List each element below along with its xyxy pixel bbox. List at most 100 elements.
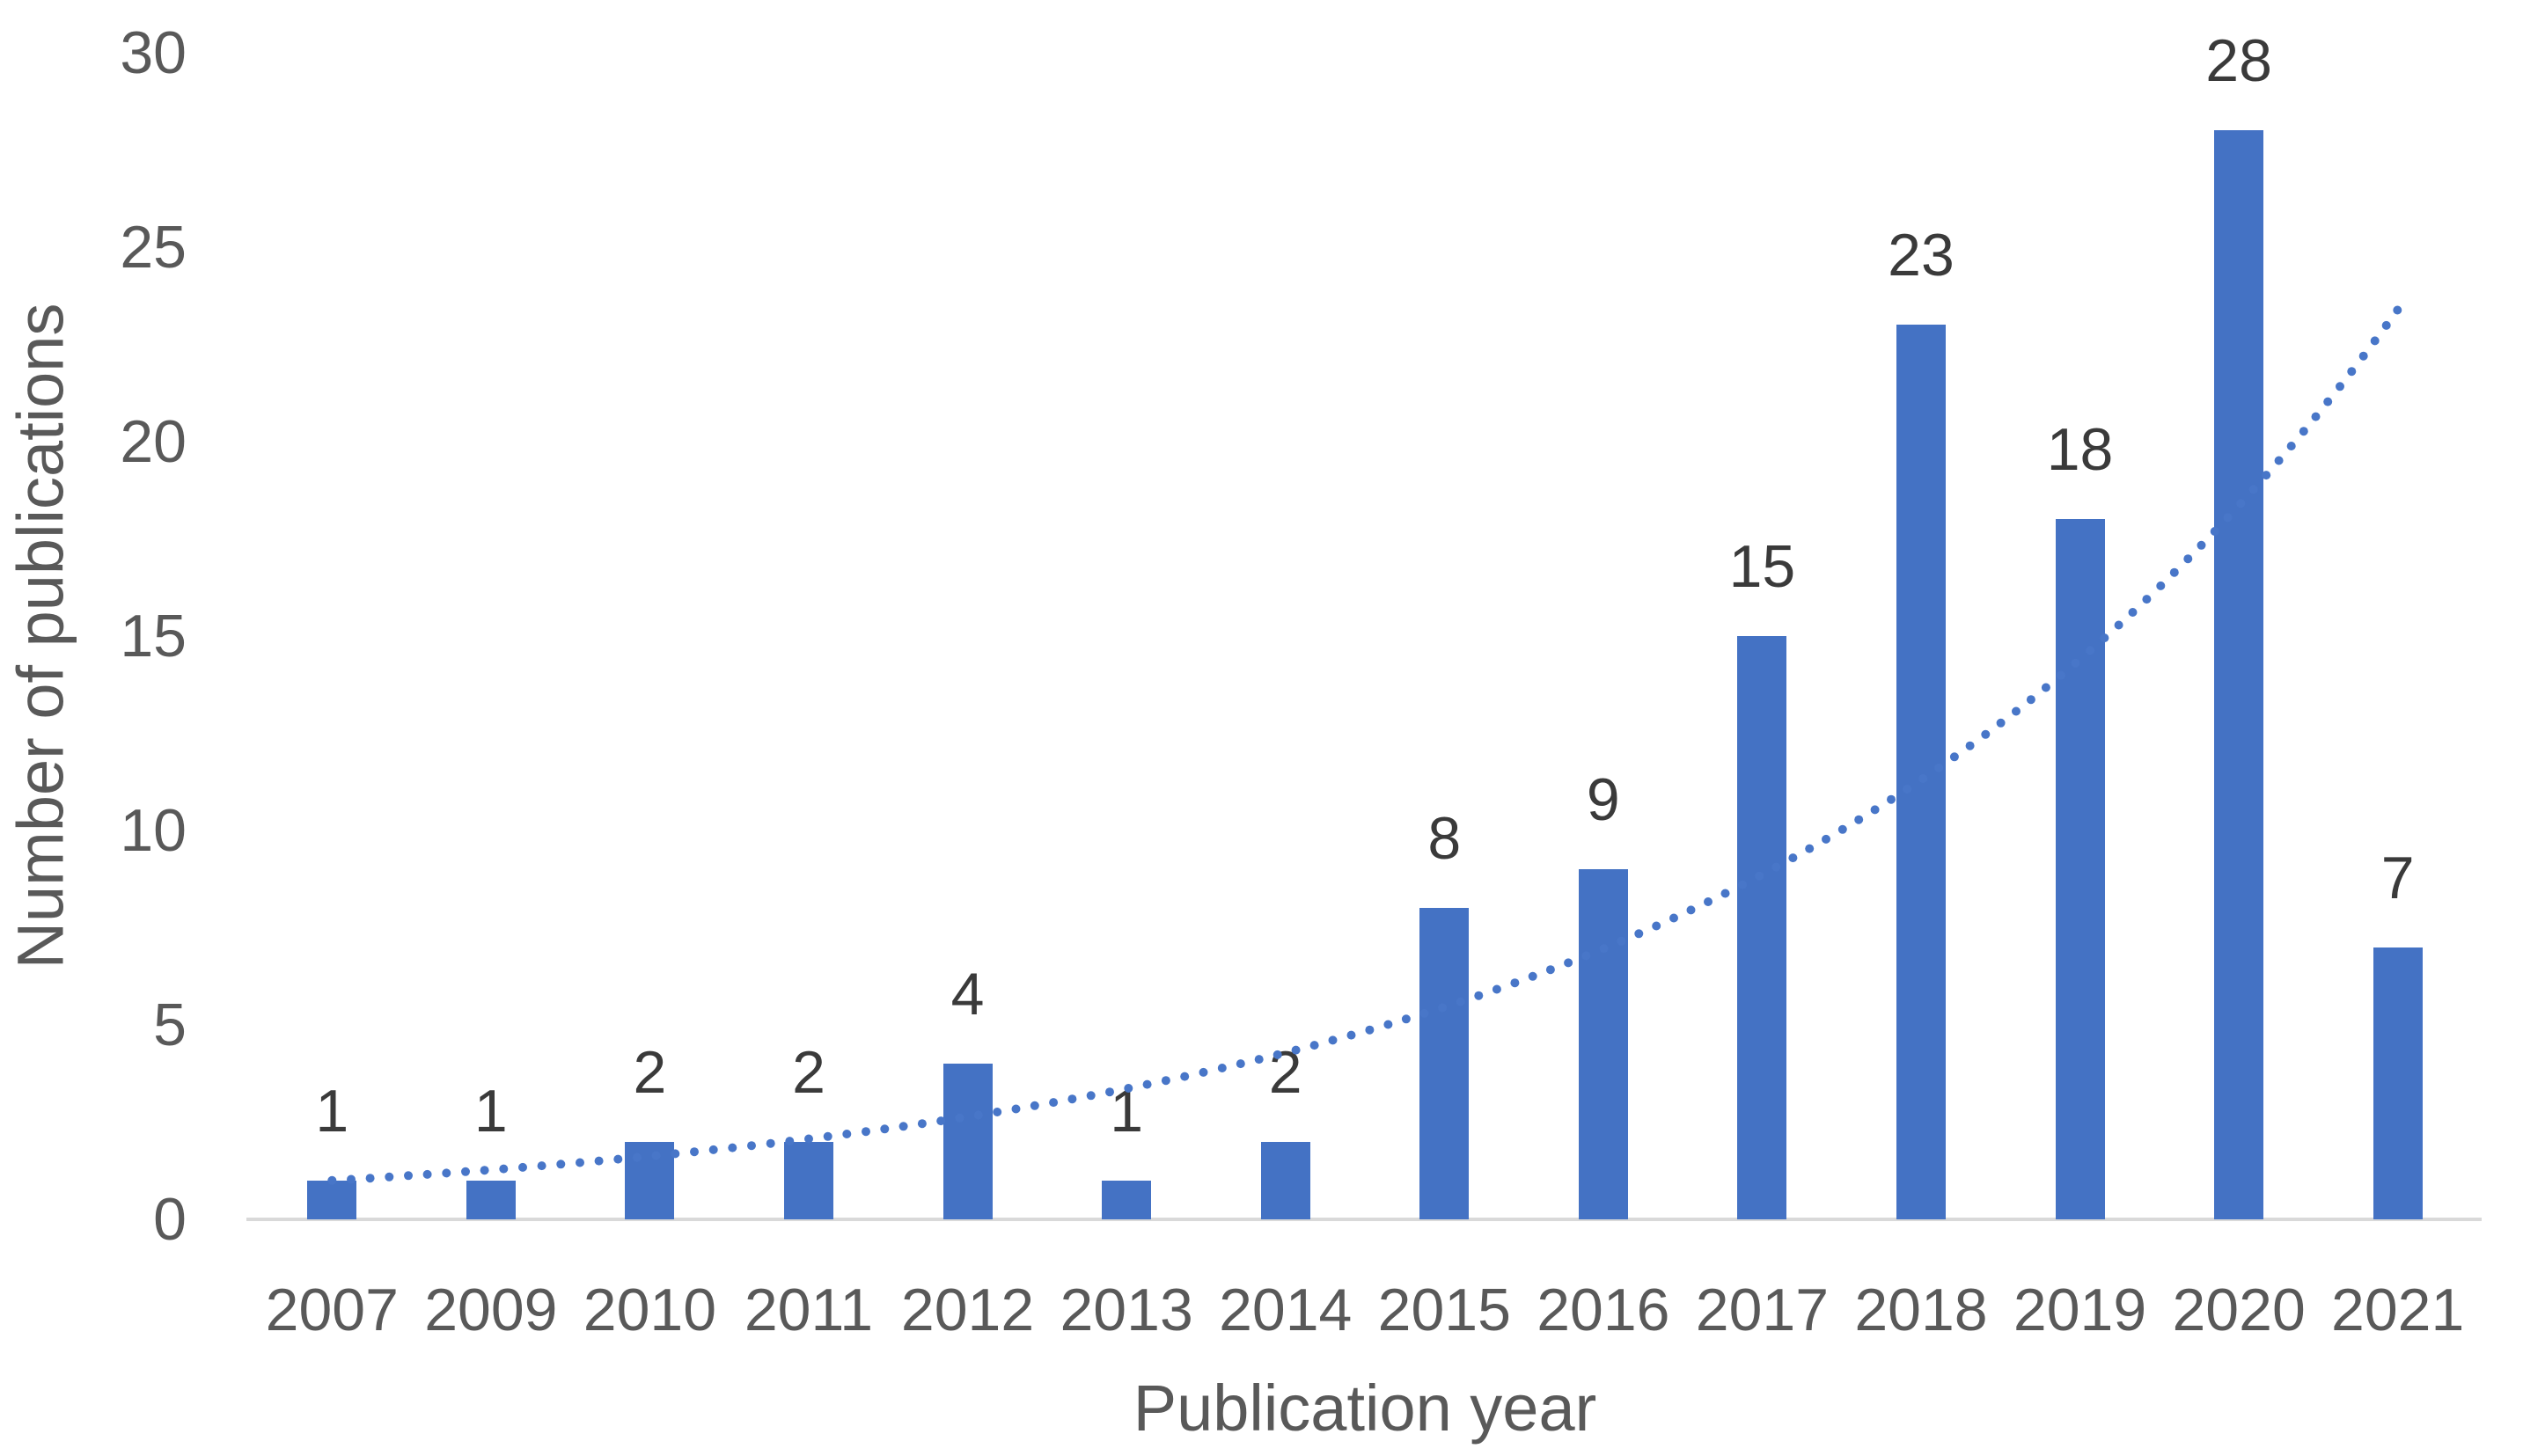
trendline-dot bbox=[2210, 527, 2219, 536]
trendline-dot bbox=[576, 1158, 584, 1167]
trendline-dot bbox=[862, 1127, 870, 1137]
trendline-dot bbox=[1996, 718, 2006, 728]
trendline-dot bbox=[1510, 978, 1520, 988]
trendline-dot bbox=[708, 1145, 718, 1154]
bar-value-label: 28 bbox=[2205, 27, 2272, 95]
trendline-dot bbox=[1581, 951, 1591, 961]
trendline-dot bbox=[327, 1175, 337, 1185]
trendline-dot bbox=[594, 1156, 604, 1166]
bar-2014 bbox=[1260, 1141, 1310, 1219]
bar-2017 bbox=[1737, 636, 1787, 1219]
trendline-dot bbox=[2012, 706, 2021, 716]
trendline-dot bbox=[2311, 412, 2321, 421]
trendline-dot bbox=[1634, 929, 1644, 939]
bar-2020 bbox=[2214, 130, 2264, 1219]
bar-2007 bbox=[307, 1180, 357, 1219]
trendline-dot bbox=[1401, 1014, 1411, 1024]
trendline-dot bbox=[1788, 853, 1798, 863]
trendline-dot bbox=[2183, 554, 2193, 564]
y-axis-tick-label: 5 bbox=[153, 991, 187, 1058]
y-axis-tick-label: 20 bbox=[120, 408, 187, 475]
trendline-dot bbox=[1771, 862, 1781, 872]
trendline-dot bbox=[1903, 785, 1912, 794]
trendline-dot bbox=[461, 1167, 470, 1176]
bar-value-label: 23 bbox=[1888, 222, 1955, 289]
trendline-dot bbox=[385, 1172, 394, 1182]
trendline-dot bbox=[2358, 351, 2368, 361]
trendline-dot bbox=[1124, 1084, 1133, 1093]
bar-2021 bbox=[2373, 947, 2423, 1219]
trendline-dot bbox=[1419, 1008, 1429, 1018]
y-axis-tick-label: 10 bbox=[120, 797, 187, 864]
bar-2009 bbox=[466, 1180, 516, 1219]
trendline-dot bbox=[1474, 991, 1484, 1000]
x-axis-tick-label: 2007 bbox=[265, 1277, 399, 1343]
trendline-dot bbox=[823, 1131, 832, 1141]
trendline-dot bbox=[1272, 1050, 1282, 1059]
bar-value-label: 15 bbox=[1728, 533, 1796, 600]
x-axis-tick-label: 2018 bbox=[1854, 1277, 1988, 1343]
bar-value-label: 9 bbox=[1586, 766, 1620, 834]
trendline-dot bbox=[1669, 913, 1678, 923]
trendline-dot bbox=[2128, 608, 2138, 617]
trendline-dot bbox=[2262, 471, 2271, 480]
bar-value-label: 4 bbox=[950, 961, 985, 1028]
bar-2010 bbox=[625, 1141, 675, 1219]
bar-value-label: 8 bbox=[1427, 805, 1462, 873]
x-axis-title: Publication year bbox=[1133, 1372, 1597, 1445]
trendline-dot bbox=[1617, 936, 1626, 946]
x-axis-tick-label: 2011 bbox=[744, 1277, 874, 1343]
trendline-dot bbox=[766, 1138, 775, 1148]
x-axis-tick-label: 2014 bbox=[1219, 1277, 1353, 1343]
trendline-dot bbox=[537, 1161, 546, 1171]
trendline-dot bbox=[1949, 752, 1959, 762]
trendline-dot bbox=[1837, 824, 1847, 834]
trendline-dot bbox=[1918, 774, 1928, 783]
trendline-dot bbox=[518, 1162, 527, 1172]
trendline-dot bbox=[936, 1116, 946, 1126]
x-axis-tick-label: 2015 bbox=[1377, 1277, 1511, 1343]
trendline-dot bbox=[1686, 905, 1696, 915]
trendline-dot bbox=[2286, 442, 2296, 450]
trendline-dot bbox=[633, 1152, 642, 1162]
trendline-dot bbox=[2347, 367, 2357, 377]
trendline-dot bbox=[1236, 1059, 1245, 1069]
trendline-dot bbox=[898, 1122, 908, 1131]
trendline-dot bbox=[1067, 1094, 1077, 1104]
trendline-dot bbox=[1887, 794, 1896, 804]
bar-2012 bbox=[942, 1064, 993, 1219]
trendline-dot bbox=[1870, 805, 1880, 815]
trendline-dot bbox=[1346, 1030, 1356, 1040]
trendline-dot bbox=[2336, 382, 2344, 391]
y-axis-tick-label: 0 bbox=[153, 1186, 187, 1253]
trendline-dot bbox=[1328, 1035, 1338, 1045]
x-axis-tick-label: 2013 bbox=[1060, 1277, 1193, 1343]
trendline-dot bbox=[1545, 965, 1555, 975]
trendline-dot bbox=[1086, 1091, 1096, 1101]
trendline-dot bbox=[2370, 336, 2380, 346]
trendline-dot bbox=[1720, 889, 1730, 898]
trendline-dot bbox=[1383, 1020, 1393, 1029]
bar-value-label: 2 bbox=[633, 1038, 667, 1106]
trendline-dot bbox=[2041, 683, 2050, 692]
x-axis-tick-label: 2012 bbox=[900, 1277, 1035, 1343]
bar-value-label: 1 bbox=[315, 1077, 349, 1145]
trendline-dot bbox=[2236, 499, 2246, 509]
trendline-dot bbox=[1965, 741, 1975, 750]
bar-2016 bbox=[1578, 869, 1628, 1219]
bar-2019 bbox=[2055, 519, 2105, 1219]
trendline-dot bbox=[1011, 1104, 1021, 1114]
trendline-dot bbox=[728, 1143, 737, 1152]
trendline-dot bbox=[2071, 658, 2080, 668]
trendline-dot bbox=[1254, 1055, 1264, 1065]
trendline-dot bbox=[2274, 456, 2284, 465]
trendline-dot bbox=[993, 1108, 1002, 1116]
trendline-dot bbox=[1934, 763, 1944, 772]
trendline-dot bbox=[2248, 485, 2258, 494]
y-axis-tick-label: 15 bbox=[120, 603, 187, 669]
trendline-dot bbox=[2197, 540, 2206, 550]
bar-value-label: 18 bbox=[2046, 416, 2114, 484]
bar-2011 bbox=[783, 1141, 833, 1219]
